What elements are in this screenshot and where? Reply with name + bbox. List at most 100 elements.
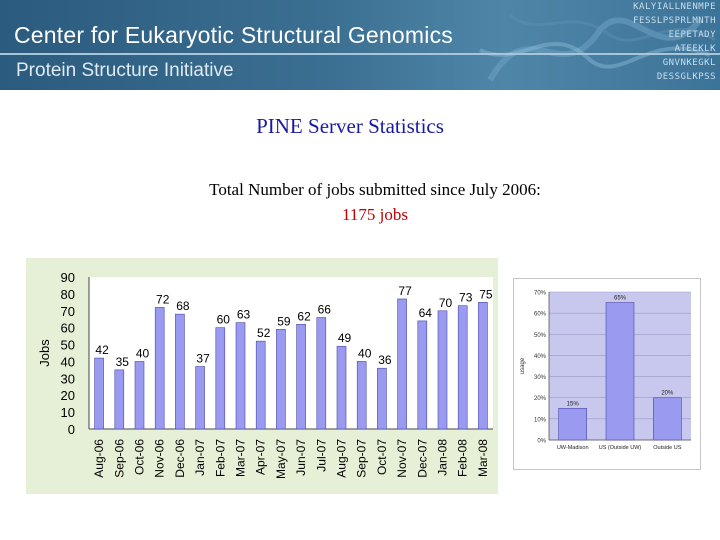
data-label: 72 <box>156 292 170 306</box>
x-tick-label: Sep-06 <box>112 439 126 478</box>
y-tick-label: 60% <box>534 312 547 318</box>
data-label: 15% <box>567 401 580 407</box>
data-label: 75 <box>479 287 493 301</box>
y-tick-label: 50 <box>61 338 75 353</box>
sequence-line: FESSLPSPRLMNTH <box>633 16 716 26</box>
bar <box>215 327 226 430</box>
sequence-line: KALYIALLNENMPE <box>633 2 716 12</box>
job-count: 1175 jobs <box>342 205 408 224</box>
data-label: 49 <box>338 331 352 345</box>
x-tick-label: Mar-07 <box>234 439 248 477</box>
data-label: 73 <box>459 291 473 305</box>
y-tick-label: 30% <box>534 375 547 381</box>
x-tick-label: Outside US <box>653 445 681 451</box>
data-label: 66 <box>318 303 332 317</box>
bar <box>377 367 387 430</box>
y-tick-label: 0 <box>68 422 75 437</box>
bar <box>605 302 635 441</box>
bar <box>175 313 185 430</box>
page-heading: PINE Server Statistics <box>256 114 444 138</box>
y-tick-label: 10 <box>61 405 75 420</box>
bar <box>134 361 145 430</box>
x-tick-label: Jul-07 <box>314 439 328 472</box>
summary-text: Total Number of jobs submitted since Jul… <box>209 180 541 199</box>
bar <box>437 310 448 430</box>
bar <box>94 357 104 430</box>
x-tick-label: Mar-08 <box>476 439 490 477</box>
y-tick-label: 70 <box>61 304 75 319</box>
sequence-line: ATEEKLK <box>674 44 716 54</box>
y-tick-label: 90 <box>61 270 75 285</box>
y-tick-label: 40 <box>61 354 75 369</box>
data-label: 35 <box>116 355 130 369</box>
data-label: 37 <box>196 352 210 366</box>
y-tick-label: 10% <box>534 417 547 423</box>
x-tick-label: Dec-06 <box>173 439 187 478</box>
data-label: 68 <box>176 299 190 313</box>
data-label: 70 <box>439 296 453 310</box>
bar <box>417 320 428 430</box>
x-tick-label: Jun-07 <box>294 439 308 476</box>
data-label: 63 <box>237 308 251 322</box>
bar <box>478 302 488 430</box>
y-axis-label: usage <box>520 357 526 374</box>
data-label: 77 <box>398 284 412 298</box>
header-banner: KALYIALLNENMPE FESSLPSPRLMNTH EEPETADY A… <box>0 0 720 90</box>
data-label: 64 <box>419 306 433 320</box>
sequence-line: DESSGLKPSS <box>656 72 716 82</box>
y-tick-label: 30 <box>61 371 75 386</box>
bar <box>316 317 327 430</box>
sequence-line: GNVNKEGKL <box>662 58 716 68</box>
y-tick-label: 0% <box>537 439 546 445</box>
header-divider <box>0 53 720 55</box>
bar <box>195 366 205 430</box>
bar <box>356 361 367 430</box>
bar <box>397 298 407 430</box>
plot-area <box>89 277 493 429</box>
x-tick-label: US (Outside UW) <box>599 445 642 451</box>
x-tick-label: Feb-08 <box>456 439 470 477</box>
x-tick-label: Apr-07 <box>254 439 268 475</box>
header-subtitle: Protein Structure Initiative <box>16 60 234 81</box>
x-tick-label: Aug-06 <box>92 439 106 478</box>
y-tick-label: 20 <box>61 388 75 403</box>
data-label: 52 <box>257 326 271 340</box>
sequence-line: EEPETADY <box>668 30 716 40</box>
data-label: 40 <box>358 346 372 360</box>
x-tick-label: Sep-07 <box>355 439 369 478</box>
bar <box>255 340 266 430</box>
bar <box>336 345 347 430</box>
data-label: 59 <box>277 314 291 328</box>
bar <box>296 323 306 430</box>
x-tick-label: Feb-07 <box>213 439 227 477</box>
usage-distribution-chart: 0% 10% 20% 30% 40% 50% 60% 70% usage 15% UW-Madiso… <box>520 291 691 451</box>
bar <box>558 407 587 441</box>
y-tick-label: 60 <box>61 321 75 336</box>
x-tick-label: Jan-07 <box>193 439 207 476</box>
bar <box>457 305 468 430</box>
data-label: 62 <box>297 309 311 323</box>
data-label: 36 <box>378 353 392 367</box>
x-tick-label: Dec-07 <box>415 439 429 478</box>
x-tick-label: UW-Madison <box>557 445 589 451</box>
data-label: 60 <box>217 313 231 327</box>
x-tick-label: Aug-07 <box>335 439 349 478</box>
data-label: 65% <box>614 296 627 302</box>
bar <box>653 397 682 441</box>
y-tick-label: 70% <box>534 291 547 297</box>
x-tick-label: Oct-07 <box>375 439 389 475</box>
bar <box>235 322 246 430</box>
data-label: 20% <box>661 391 674 397</box>
x-tick-label: Nov-07 <box>395 439 409 478</box>
y-axis-label: Jobs <box>37 339 52 367</box>
x-tick-label: May-07 <box>274 439 288 479</box>
y-tick-label: 20% <box>534 396 547 402</box>
y-tick-label: 80 <box>61 287 75 302</box>
bar <box>114 369 125 430</box>
bar <box>154 307 165 430</box>
x-tick-label: Jan-08 <box>436 439 450 476</box>
y-tick-label: 50% <box>534 333 547 339</box>
data-label: 40 <box>136 346 150 360</box>
bar <box>276 329 286 430</box>
